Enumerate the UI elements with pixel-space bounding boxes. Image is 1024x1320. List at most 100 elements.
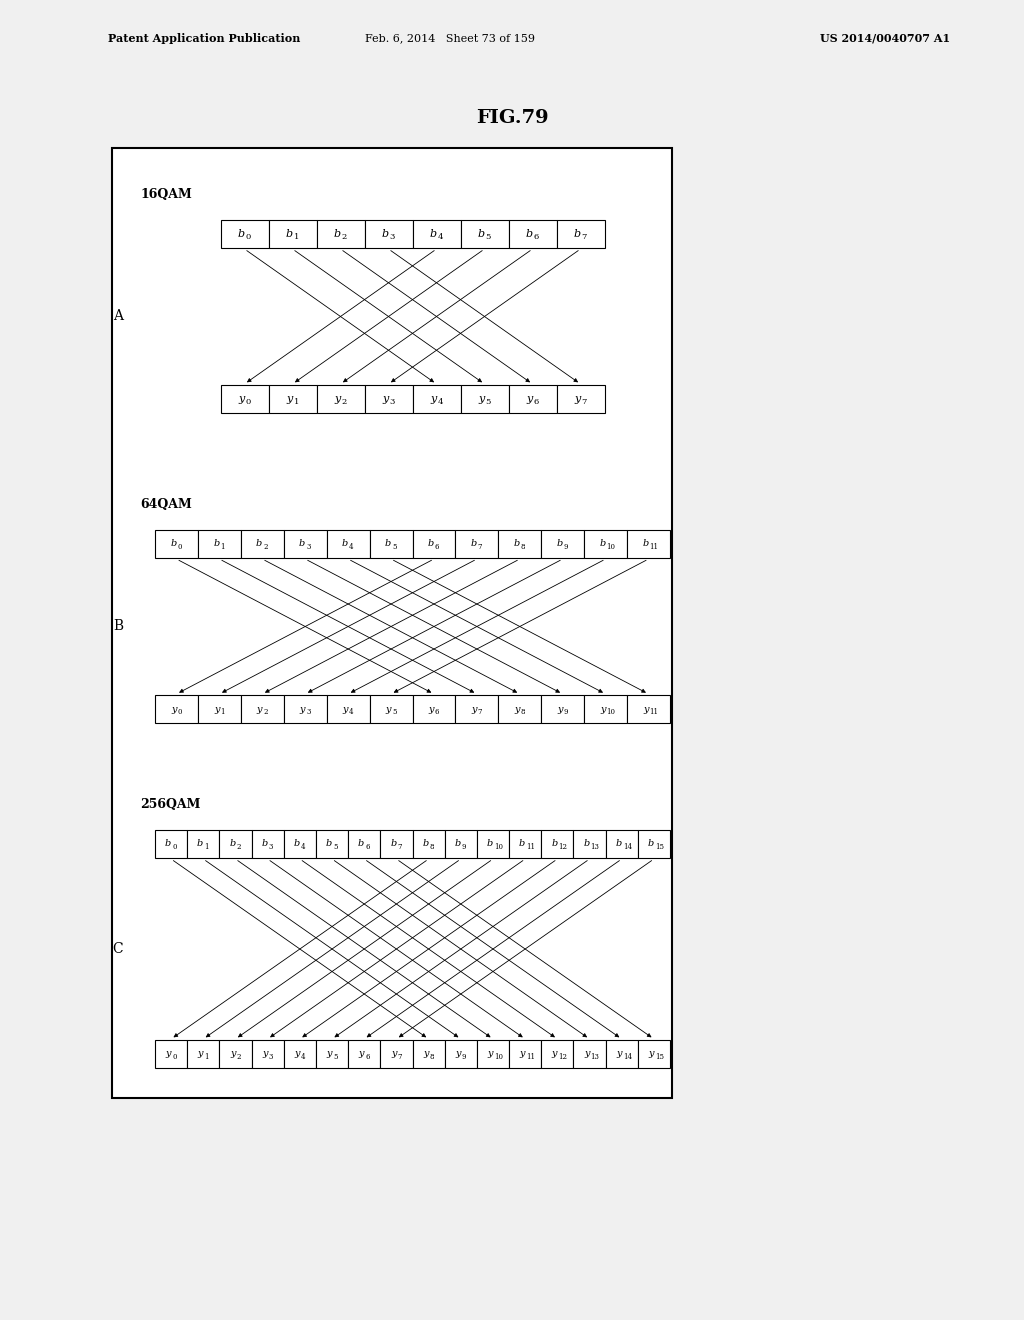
Text: y: y [430,393,436,404]
Text: 15: 15 [655,1053,664,1061]
Text: b: b [256,540,262,549]
Bar [573,1040,605,1068]
Bar [456,696,499,723]
Bar [413,1040,444,1068]
Text: 2: 2 [237,843,241,851]
Text: 1: 1 [294,234,299,242]
Text: US 2014/0040707 A1: US 2014/0040707 A1 [820,33,950,44]
Bar [316,1040,348,1068]
Text: FIG.79: FIG.79 [476,110,548,127]
Bar [573,830,605,858]
Text: b: b [286,228,293,239]
Bar [627,696,670,723]
Text: 5: 5 [333,843,338,851]
Text: b: b [514,540,520,549]
Bar [413,385,461,413]
Bar [509,830,542,858]
Bar [499,696,542,723]
Bar [627,531,670,558]
Text: 7: 7 [582,234,587,242]
Bar [219,1040,252,1068]
Text: 5: 5 [392,543,396,550]
Bar [348,1040,380,1068]
Bar [509,385,556,413]
Text: b: b [294,840,300,849]
Text: b: b [238,228,245,239]
Text: y: y [300,705,305,714]
Text: y: y [471,705,477,714]
Text: 5: 5 [485,399,490,407]
Text: b: b [334,228,341,239]
Text: 7: 7 [397,843,401,851]
Text: 5: 5 [333,1053,338,1061]
Text: 3: 3 [268,1053,273,1061]
Bar [542,696,584,723]
Bar [220,220,268,248]
Text: 14: 14 [623,1053,632,1061]
Text: y: y [198,1049,204,1059]
Bar [316,830,348,858]
Text: b: b [642,540,648,549]
Text: 14: 14 [623,843,632,851]
Text: 13: 13 [591,843,599,851]
Bar [284,531,327,558]
Text: y: y [557,705,563,714]
Text: y: y [294,1049,300,1059]
Bar [220,385,268,413]
Text: y: y [230,1049,236,1059]
Text: 2: 2 [341,399,347,407]
Bar [477,1040,509,1068]
Text: b: b [390,840,396,849]
Text: y: y [600,705,605,714]
Bar [444,1040,477,1068]
Text: 12: 12 [558,843,567,851]
Bar [284,1040,316,1068]
Bar [370,696,413,723]
Text: b: b [342,540,348,549]
Bar [198,531,241,558]
Text: 3: 3 [389,234,395,242]
Bar [584,696,627,723]
Text: 3: 3 [389,399,395,407]
Text: y: y [519,1049,525,1059]
Bar [413,696,456,723]
Text: 1: 1 [294,399,299,407]
Text: y: y [166,1049,171,1059]
Text: 0: 0 [177,543,182,550]
Bar [284,696,327,723]
Text: y: y [391,1049,396,1059]
Text: b: b [165,840,171,849]
Bar [477,830,509,858]
Text: y: y [552,1049,557,1059]
Text: 0: 0 [246,234,251,242]
Text: 8: 8 [521,708,525,715]
Text: 6: 6 [435,708,439,715]
Text: 11: 11 [649,708,658,715]
Text: 8: 8 [430,843,434,851]
Text: 4: 4 [301,1053,305,1061]
Text: 1: 1 [204,1053,209,1061]
Text: b: b [170,540,176,549]
Text: b: b [486,840,493,849]
Text: y: y [648,1049,654,1059]
Text: y: y [262,1049,267,1059]
Text: 256QAM: 256QAM [140,799,201,812]
Text: y: y [386,705,391,714]
Text: 9: 9 [462,843,466,851]
Bar [413,531,456,558]
Bar [605,830,638,858]
Text: b: b [551,840,557,849]
Bar [155,531,198,558]
Bar [268,220,316,248]
Bar [112,148,672,1098]
Bar [155,696,198,723]
Text: b: b [428,540,434,549]
Text: 6: 6 [366,843,370,851]
Text: b: b [584,840,590,849]
Text: b: b [519,840,525,849]
Text: 9: 9 [462,1053,466,1061]
Text: y: y [456,1049,461,1059]
Text: 6: 6 [534,399,539,407]
Text: y: y [327,1049,332,1059]
Text: b: b [261,840,267,849]
